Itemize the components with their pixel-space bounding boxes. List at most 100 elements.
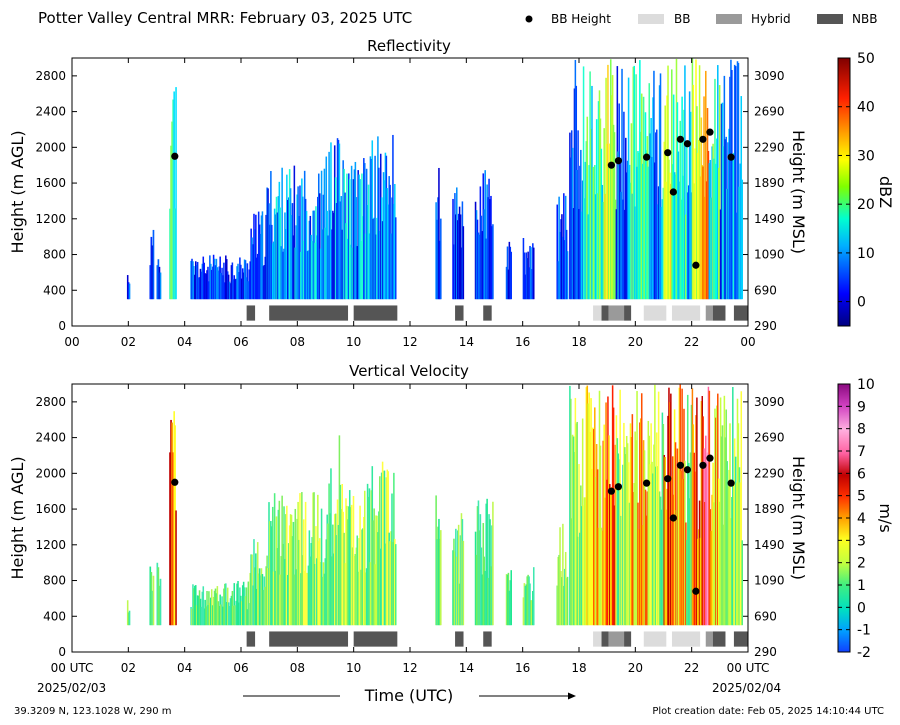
data-column [577,130,579,300]
data-column [386,469,389,626]
data-column [677,464,680,626]
data-column [491,226,493,300]
data-column [681,388,683,626]
data-column [357,571,359,626]
data-column [244,260,247,300]
data-column [307,565,310,626]
data-column [681,96,683,300]
data-column [440,530,442,626]
data-column [671,456,674,626]
data-column [328,483,330,626]
data-column [713,502,715,626]
data-column [727,142,729,300]
y-tick-label: 1600 [35,502,66,516]
data-column [208,591,210,626]
data-column [505,266,508,300]
data-column [578,464,580,626]
data-column [367,184,370,300]
bb-bar-nbb [712,305,726,321]
data-column [302,240,305,300]
data-column [652,97,654,300]
data-column [639,60,641,300]
data-column [702,416,704,626]
data-column [393,472,395,626]
data-column [175,87,177,300]
data-column [720,436,723,626]
data-column [709,159,712,300]
data-column [701,396,703,626]
y2-tick-label: 690 [754,609,777,623]
data-column [373,508,375,626]
data-column [679,384,681,626]
data-column [287,574,289,626]
data-column [333,145,336,300]
data-column [606,143,608,300]
data-column [296,518,298,626]
data-column [377,532,379,626]
data-column [585,141,588,300]
bb-height-point [692,261,700,269]
data-column [532,591,534,626]
data-column [372,520,374,626]
data-column [355,547,358,626]
data-column [558,554,560,626]
data-column [171,422,173,626]
data-column [245,587,248,626]
data-column [732,157,734,300]
data-column [560,219,562,300]
data-column [721,102,724,300]
data-column [241,268,244,300]
data-column [579,532,581,626]
data-column [190,260,192,300]
data-column [323,573,326,626]
data-column [706,107,709,300]
data-column [636,391,638,626]
data-column [740,96,743,300]
data-column [239,587,241,626]
bb-bar-nbb [455,305,464,321]
velocity-colorbar-label: m/s [876,503,895,532]
data-column [492,224,494,300]
data-column [379,548,382,626]
data-column [678,387,681,626]
colorbar-tick-label: 9 [857,399,866,415]
data-column [664,105,666,300]
data-column [322,562,325,626]
data-column [509,246,512,300]
data-column [475,210,478,300]
data-column [674,174,677,300]
bb-height-point [683,140,692,148]
plot-creation-date: Plot creation date: Feb 05, 2025 14:10:4… [652,706,884,717]
data-column [608,164,610,300]
data-column [609,143,611,300]
data-column [559,527,561,626]
data-column [698,65,701,300]
data-column [336,138,339,300]
reflectivity-bb-bars [246,305,748,321]
data-column [354,161,357,300]
bb-bar-hybrid [705,631,713,647]
legend-hybrid-label: Hybrid [751,12,791,26]
data-column [482,173,485,300]
data-column [225,583,227,626]
data-column [590,128,592,300]
data-column [234,279,236,300]
data-column [675,58,678,300]
data-column [286,505,288,626]
data-column [214,265,217,300]
data-column [646,491,649,626]
data-column [285,228,287,300]
data-column [255,214,257,300]
data-column [200,271,203,300]
data-column [616,438,619,626]
data-column [634,206,636,300]
data-column [201,591,204,626]
y2-tick-label: 1090 [754,574,785,588]
data-column [291,203,294,300]
data-column [607,396,609,626]
data-column [376,515,378,626]
data-column [283,506,285,626]
data-column [198,590,201,626]
data-column [345,223,347,300]
bb-bar-bb [643,305,667,321]
